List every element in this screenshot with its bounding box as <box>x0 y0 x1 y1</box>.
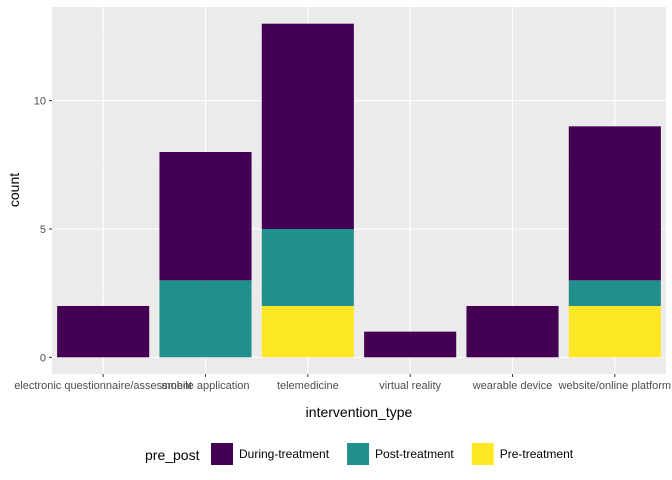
x-tick-label: website/online platform <box>558 380 672 392</box>
legend-swatch <box>471 443 494 465</box>
bar-segment <box>159 280 252 358</box>
y-tick-label: 0 <box>40 352 46 364</box>
bars <box>57 23 661 358</box>
x-tick-label: wearable device <box>472 380 553 392</box>
x-tick-label: electronic questionnaire/assessment <box>14 380 192 392</box>
bar-segment <box>568 305 661 358</box>
bar-segment <box>261 305 354 358</box>
bar-segment <box>364 331 457 358</box>
legend-title: pre_post <box>145 447 200 463</box>
x-tick-label: mobile application <box>161 380 249 392</box>
bar-segment <box>57 305 150 358</box>
x-tick-label: virtual reality <box>379 380 441 392</box>
x-axis: electronic questionnaire/assessmentmobil… <box>14 374 671 392</box>
bar-segment <box>466 305 559 358</box>
bar-segment <box>568 126 661 281</box>
legend-label: Pre-treatment <box>500 447 574 461</box>
legend-label: Post-treatment <box>375 447 454 461</box>
bar-segment <box>568 280 661 306</box>
y-tick-label: 5 <box>40 224 46 236</box>
plot-panel <box>52 7 666 374</box>
legend-swatch <box>211 443 233 465</box>
x-axis-title: intervention_type <box>306 404 413 420</box>
x-tick-label: telemedicine <box>277 380 339 392</box>
legend-label: During-treatment <box>239 447 330 461</box>
y-tick-label: 10 <box>34 96 46 108</box>
bar-segment <box>261 228 354 306</box>
y-axis-title: count <box>6 173 22 207</box>
bar-segment <box>159 152 252 281</box>
legend: pre_post During-treatment Post-treatment P… <box>145 443 574 465</box>
legend-swatch <box>347 443 370 465</box>
bar-segment <box>261 23 354 229</box>
y-axis: 0 5 10 <box>34 96 52 364</box>
